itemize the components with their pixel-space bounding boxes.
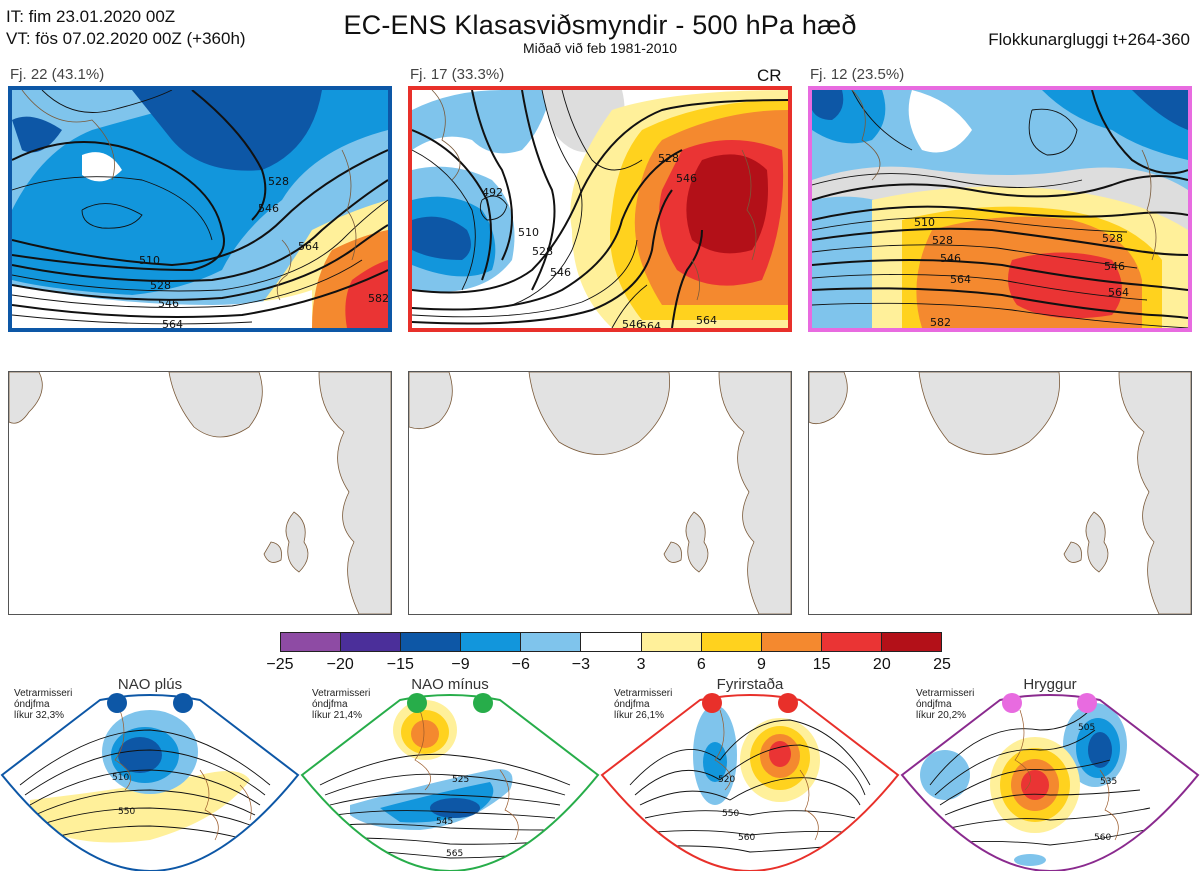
reference-map-2 — [408, 371, 792, 615]
page-subtitle: Miðað við feb 1981-2010 — [522, 40, 678, 56]
regime-title-ridge: Hryggur — [1023, 676, 1077, 693]
page-title: EC-ENS Klasasviðsmyndir - 500 hPa hæð — [343, 10, 857, 40]
regime-contour-label: 560 — [1094, 833, 1111, 843]
regime-dot-nao-plus-2 — [173, 693, 193, 713]
regime-dot-blocking-2 — [778, 693, 798, 713]
regime-dot-blocking-1 — [702, 693, 722, 713]
cluster-label-1: Fj. 22 (43.1%) — [10, 66, 105, 83]
regime-contour-label: 560 — [738, 833, 755, 843]
regime-map-ridge: 505 535 560 — [902, 695, 1198, 871]
contour-label: 528 — [532, 245, 553, 258]
colorbar-tick-label: 25 — [933, 656, 951, 673]
contour-label: 528 — [932, 234, 953, 247]
colorbar-cell — [521, 633, 582, 651]
contour-label: 492 — [482, 186, 503, 199]
regime-note-ridge: Vetrarmisseri óndjfma líkur 20,2% — [916, 688, 975, 721]
contour-label: 546 — [1104, 260, 1125, 273]
contour-label: 546 — [622, 318, 643, 328]
contour-label: 564 — [1108, 286, 1129, 299]
colorbar — [280, 632, 942, 652]
colorbar-cell — [761, 633, 822, 651]
colorbar-tick-label: −15 — [386, 656, 414, 673]
regime-contour-label: 565 — [446, 849, 463, 859]
colorbar-cell — [641, 633, 702, 651]
regime-map-blocking: 520 550 560 — [602, 695, 898, 871]
cluster-map-1: 510 528 546 564 528 546 564 582 — [8, 86, 392, 332]
regime-contour-label: 545 — [436, 817, 453, 827]
contour-label: 546 — [258, 202, 279, 215]
regime-note-nao-plus: Vetrarmisseri óndjfma líkur 32,3% — [14, 688, 73, 721]
regime-dot-ridge-1 — [1002, 693, 1022, 713]
regime-map-nao-minus: 525 545 565 — [302, 695, 598, 871]
reference-map-3 — [808, 371, 1192, 615]
colorbar-tick-label: 15 — [812, 656, 831, 673]
colorbar-cell — [881, 633, 942, 651]
regime-dot-ridge-2 — [1077, 693, 1097, 713]
window-label: Flokkunargluggi t+264-360 — [988, 30, 1190, 49]
contour-label: 546 — [158, 297, 179, 310]
contour-label: 546 — [676, 172, 697, 185]
regime-contour-label: 550 — [118, 807, 135, 817]
colorbar-tick-label: −6 — [511, 656, 530, 673]
contour-label: 564 — [298, 240, 319, 253]
regime-contour-label: 520 — [718, 775, 735, 785]
colorbar-cell — [581, 633, 642, 651]
cluster-cr-mark: CR — [757, 66, 782, 85]
contour-label: 564 — [162, 318, 183, 328]
contour-label: 564 — [696, 314, 717, 327]
cluster-map-2: 492 510 528 546 564 546 528 546 564 — [408, 86, 792, 332]
colorbar-tick-label: 6 — [696, 656, 706, 673]
colorbar-ticks: −25 −20 −15 −9 −6 −3 3 6 9 15 20 25 — [260, 656, 962, 676]
contour-label: 564 — [950, 273, 971, 286]
colorbar-tick-label: −3 — [571, 656, 591, 673]
regime-note-nao-minus: Vetrarmisseri óndjfma líkur 21,4% — [312, 688, 371, 721]
regime-dot-nao-plus-1 — [107, 693, 127, 713]
contour-label: 582 — [368, 292, 388, 305]
contour-label: 510 — [139, 254, 160, 267]
regime-dot-nao-minus-1 — [407, 693, 427, 713]
regime-contour-label: 535 — [1100, 777, 1117, 787]
contour-label: 582 — [930, 316, 951, 328]
it-line: IT: fim 23.01.2020 00Z — [6, 7, 176, 26]
contour-label: 510 — [518, 226, 539, 239]
contour-label: 528 — [150, 279, 171, 292]
cluster-label-2: Fj. 17 (33.3%) — [410, 66, 505, 83]
regime-contour-label: 525 — [452, 775, 469, 785]
cluster-map-3: 510 528 546 564 582 528 546 564 — [808, 86, 1192, 332]
contour-label: 546 — [550, 266, 571, 279]
regime-title-nao-plus: NAO plús — [117, 676, 183, 693]
colorbar-tick-label: −20 — [326, 656, 354, 673]
colorbar-cell — [281, 633, 342, 651]
header-info: IT: fim 23.01.2020 00Z VT: fös 07.02.202… — [6, 6, 246, 50]
cluster-label-3: Fj. 12 (23.5%) — [810, 66, 905, 83]
regime-dot-nao-minus-2 — [473, 693, 493, 713]
colorbar-cell — [401, 633, 462, 651]
colorbar-tick-label: 9 — [757, 656, 766, 673]
regime-title-blocking: Fyrirstaða — [716, 676, 784, 693]
regime-title-nao-minus: NAO mínus — [411, 676, 489, 693]
colorbar-cell — [821, 633, 882, 651]
colorbar-tick-label: −9 — [451, 656, 470, 673]
regime-map-nao-plus: 510 550 — [2, 695, 298, 871]
contour-label: 528 — [268, 175, 289, 188]
contour-label: 510 — [914, 216, 935, 229]
colorbar-tick-label: −25 — [266, 656, 294, 673]
colorbar-cell — [701, 633, 762, 651]
contour-label: 528 — [1102, 232, 1123, 245]
reference-map-1 — [8, 371, 392, 615]
colorbar-cell — [341, 633, 402, 651]
contour-label: 528 — [658, 152, 679, 165]
regime-contour-label: 550 — [722, 809, 739, 819]
regime-maps: 510 550 525 545 565 — [0, 693, 1200, 871]
colorbar-tick-label: 20 — [872, 656, 891, 673]
colorbar-tick-label: 3 — [636, 656, 646, 673]
vt-line: VT: fös 07.02.2020 00Z (+360h) — [6, 29, 246, 48]
contour-label: 564 — [640, 320, 661, 328]
regime-note-blocking: Vetrarmisseri óndjfma líkur 26,1% — [614, 688, 673, 721]
regime-contour-label: 505 — [1078, 723, 1095, 733]
regime-contour-label: 510 — [112, 773, 129, 783]
colorbar-cell — [461, 633, 522, 651]
contour-label: 546 — [940, 252, 961, 265]
